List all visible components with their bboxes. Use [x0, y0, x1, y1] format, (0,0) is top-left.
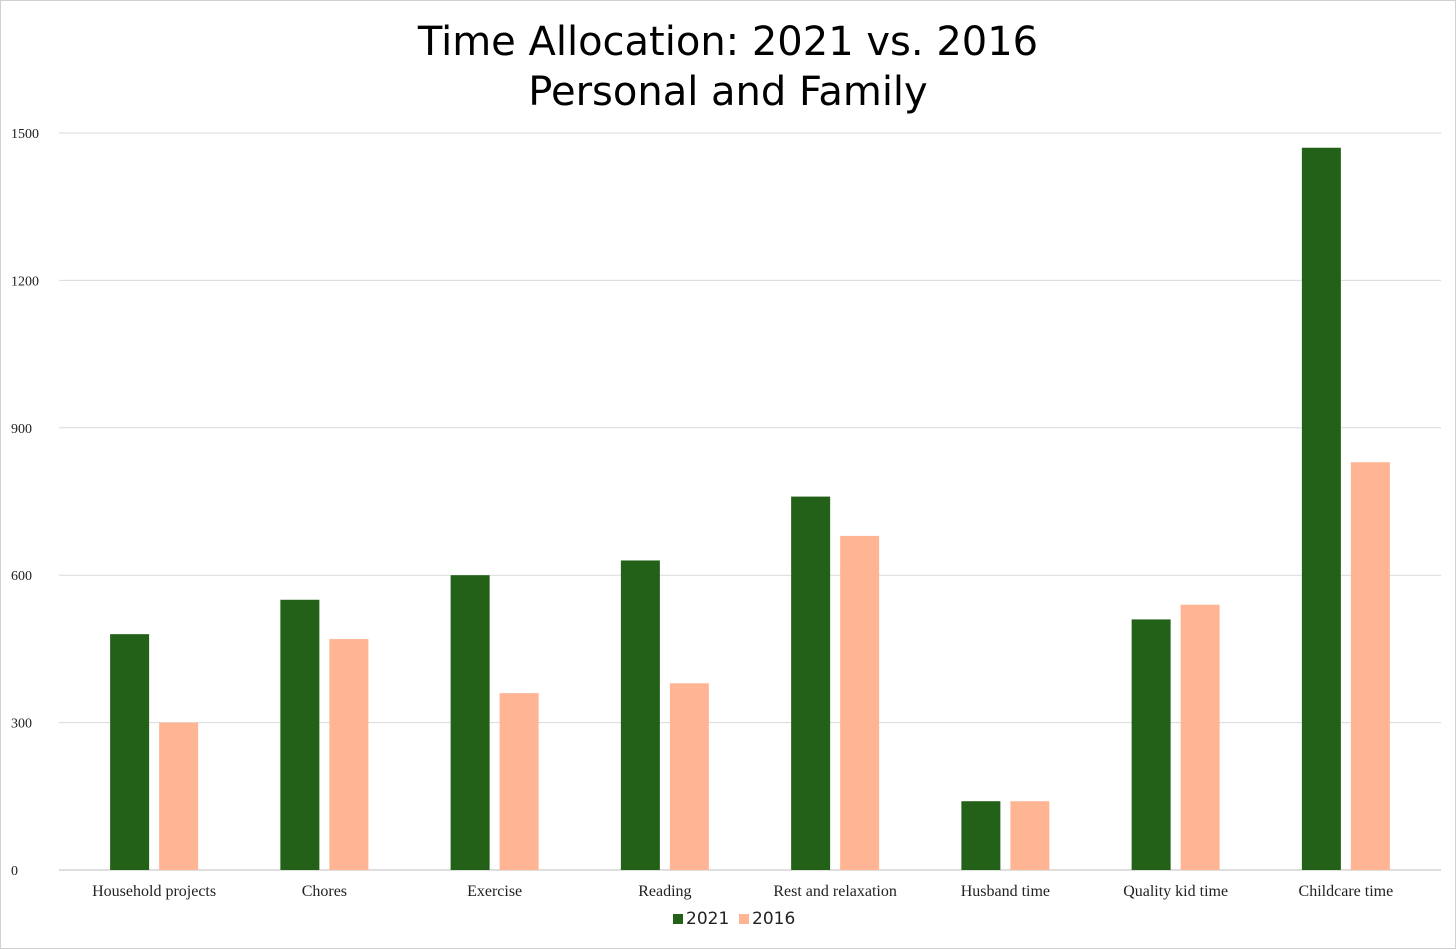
x-category-label: Childcare time — [1299, 883, 1394, 900]
chart-title-line-2: Personal and Family — [528, 69, 927, 115]
y-tick-label: 300 — [11, 717, 32, 732]
bar-2016-husband-time — [1010, 801, 1050, 870]
bar-2021-rest-and-relaxation — [791, 496, 831, 870]
y-tick-label: 1200 — [11, 274, 39, 289]
bar-2016-quality-kid-time — [1180, 604, 1220, 870]
y-tick-label: 1500 — [11, 127, 39, 142]
bar-2021-chores — [280, 599, 320, 870]
bar-2016-rest-and-relaxation — [840, 535, 880, 870]
legend-swatch-2021 — [673, 914, 683, 924]
bar-2021-husband-time — [961, 801, 1001, 870]
legend-label-2021: 2021 — [686, 909, 729, 929]
legend-swatch-2016 — [739, 914, 749, 924]
bar-2021-reading — [620, 560, 660, 870]
x-category-label: Quality kid time — [1123, 883, 1228, 900]
bar-2021-exercise — [450, 575, 490, 870]
y-tick-label: 0 — [11, 864, 18, 879]
bars — [110, 147, 1390, 871]
bar-2021-household-projects — [110, 634, 150, 870]
y-axis-ticks: 0 300 600 900 1200 1500 — [11, 127, 39, 879]
bar-2021-childcare-time — [1301, 147, 1341, 871]
x-category-label: Reading — [638, 883, 691, 900]
x-axis-labels: Household projects Chores Exercise Reading R… — [92, 883, 1393, 900]
legend-label-2016: 2016 — [752, 909, 795, 929]
legend: 2021 2016 — [673, 909, 795, 929]
chart-title-line-1: Time Allocation: 2021 vs. 2016 — [417, 19, 1038, 65]
bar-2016-chores — [329, 639, 369, 870]
gridlines — [59, 132, 1441, 871]
y-tick-label: 900 — [11, 422, 32, 437]
bar-2016-childcare-time — [1350, 462, 1390, 870]
y-tick-label: 600 — [11, 569, 32, 584]
bar-2016-reading — [669, 683, 709, 870]
x-category-label: Rest and relaxation — [773, 883, 897, 900]
x-category-label: Exercise — [467, 883, 522, 900]
x-category-label: Chores — [302, 883, 347, 900]
bar-2016-household-projects — [159, 722, 199, 870]
x-category-label: Husband time — [961, 883, 1050, 900]
x-category-label: Household projects — [92, 883, 216, 900]
bar-2016-exercise — [499, 693, 539, 870]
bar-2021-quality-kid-time — [1131, 619, 1171, 870]
